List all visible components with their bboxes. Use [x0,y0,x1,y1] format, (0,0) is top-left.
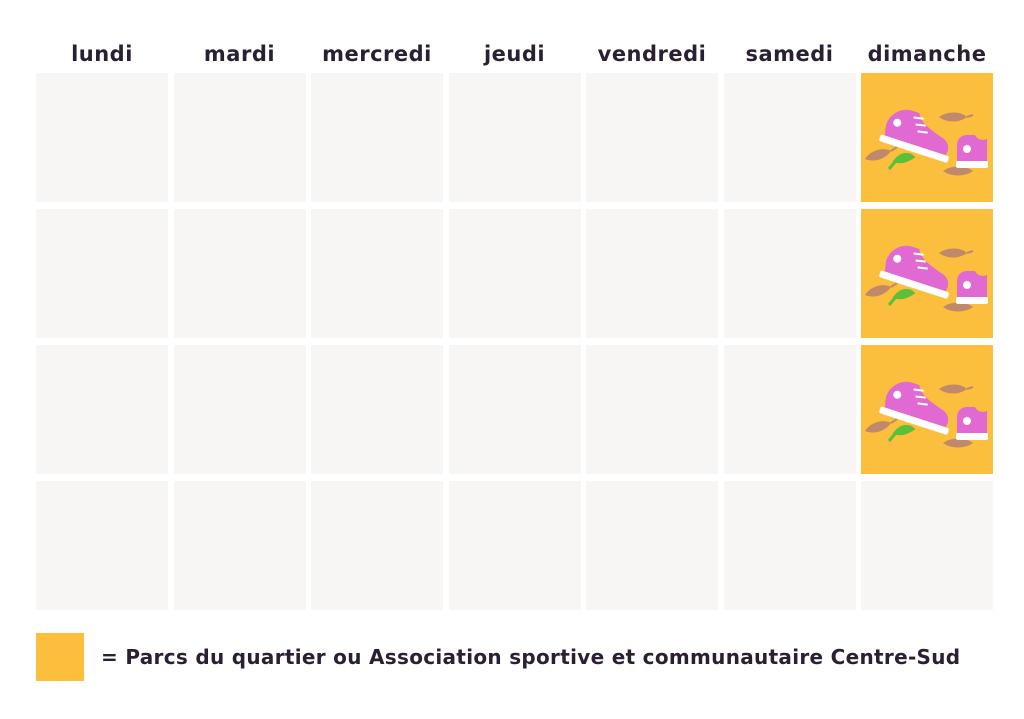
calendar-cell-lundi-week-3 [36,345,168,474]
calendar-cell-mercredi-week-4 [311,481,443,610]
calendar-cell-mardi-week-4 [173,481,306,610]
day-label-mercredi: mercredi [322,42,432,66]
calendar-cell-mardi-week-3 [173,345,306,474]
calendar-cell-jeudi-week-3 [448,345,581,474]
calendar-cell-samedi-week-1 [723,73,856,202]
day-label-samedi: samedi [745,42,834,66]
day-label-mardi: mardi [203,42,276,66]
calendar-cell-dimanche-week-1 [861,73,993,202]
calendar-cell-jeudi-week-2 [448,209,581,338]
calendar-cell-dimanche-week-2 [861,209,993,338]
calendar-cell-samedi-week-2 [723,209,856,338]
calendar-cell-lundi-week-1 [36,73,168,202]
day-label-vendredi: vendredi [597,42,707,66]
legend: = Parcs du quartier ou Association sport… [36,633,960,681]
sneakers-leaves-icon [865,109,988,176]
calendar-cell-dimanche-week-3 [861,345,993,474]
sneakers-leaves-icon [865,381,988,448]
calendar-cell-lundi-week-4 [36,481,168,610]
calendar-cell-mardi-week-1 [173,73,306,202]
calendar-cell-vendredi-week-2 [586,209,718,338]
calendar-cell-vendredi-week-1 [586,73,718,202]
calendar-cell-lundi-week-2 [36,209,168,338]
sneakers-leaves-icon [865,245,988,312]
calendar-cell-vendredi-week-3 [586,345,718,474]
calendar-cell-mercredi-week-1 [311,73,443,202]
day-label-dimanche: dimanche [867,42,987,66]
day-headers: lundi mardi mercredi jeudi vendredi same… [36,36,989,72]
calendar-cell-mercredi-week-3 [311,345,443,474]
calendar-cell-samedi-week-3 [723,345,856,474]
day-label-jeudi: jeudi [483,42,546,66]
calendar-cell-mercredi-week-2 [311,209,443,338]
legend-swatch [36,633,84,681]
calendar-cell-mardi-week-2 [173,209,306,338]
calendar-cell-samedi-week-4 [723,481,856,610]
calendar-cell-jeudi-week-1 [448,73,581,202]
calendar-grid [36,73,993,611]
legend-text: = Parcs du quartier ou Association sport… [101,645,961,669]
calendar-cell-vendredi-week-4 [586,481,718,610]
calendar-cell-dimanche-week-4 [861,481,993,610]
day-label-lundi: lundi [71,42,133,66]
calendar-cell-jeudi-week-4 [448,481,581,610]
